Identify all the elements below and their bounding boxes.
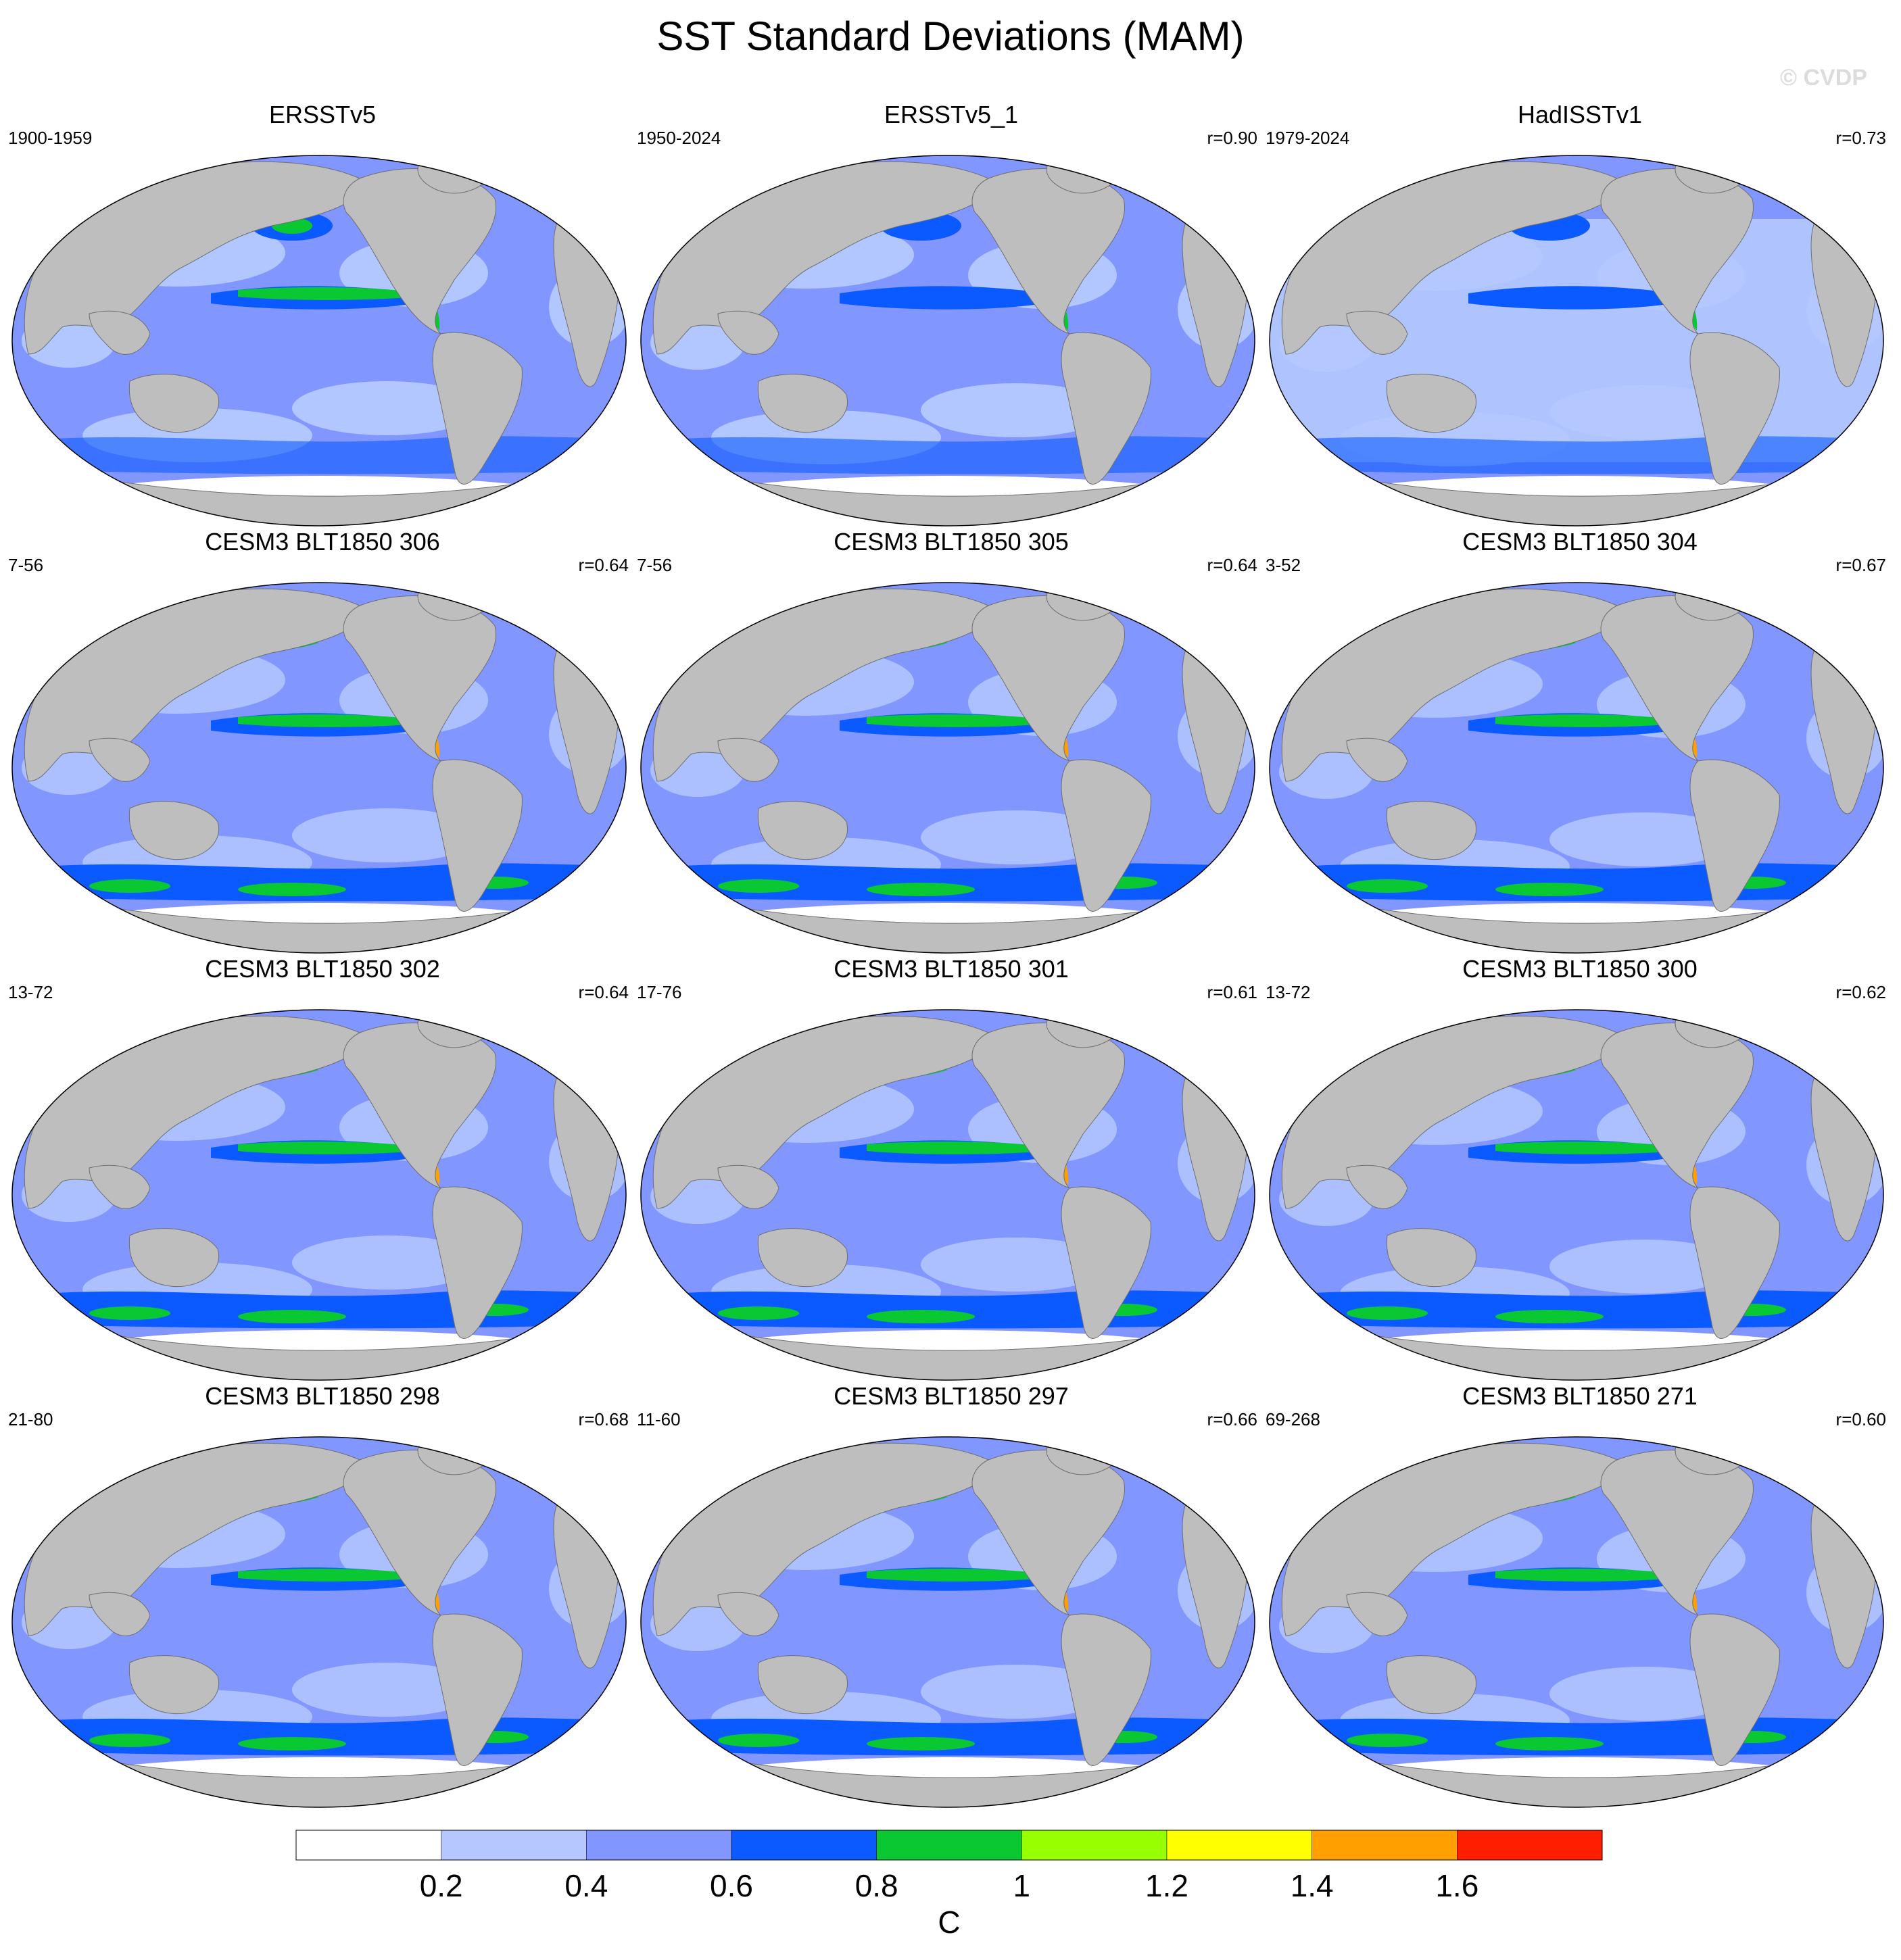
panel-years: 1979-2024 [1266,128,1350,148]
panel-correlation: r=0.60 [1835,1409,1886,1429]
colorbar-tick-label: 0.8 [855,1868,898,1903]
map-panel: HadISSTv1 1979-2024 r=0.73 [1266,100,1894,526]
colorbar-tick-label: 1.2 [1145,1868,1188,1903]
colorbar-tick-label: 1.4 [1291,1868,1334,1903]
colorbar-swatch [731,1830,877,1861]
colorbar-tick-label: 1 [1013,1868,1031,1903]
panel-title: ERSSTv5_1 [884,101,1019,128]
panel-years: 69-268 [1266,1409,1320,1429]
panel-title: CESM3 BLT1850 271 [1462,1382,1698,1410]
panel-years: 11-60 [637,1409,681,1429]
map-panel: ERSSTv5_1 1950-2024 r=0.90 [637,100,1266,526]
panel-title: CESM3 BLT1850 302 [205,955,440,983]
colorbar-swatch [876,1830,1022,1861]
panel-correlation: r=0.66 [1207,1409,1257,1429]
colorbar-swatch [441,1830,587,1861]
colorbar-unit: C [938,1905,960,1940]
robinson-map [1269,582,1884,954]
colorbar-tick-label: 0.4 [564,1868,608,1903]
panel-years: 7-56 [637,555,673,575]
robinson-map [1269,1436,1884,1808]
robinson-map [11,1009,627,1381]
map-panel: CESM3 BLT1850 306 7-56 r=0.64 [8,527,637,954]
panel-years: 1900-1959 [8,128,93,148]
panel-title: CESM3 BLT1850 305 [834,528,1069,556]
robinson-map [11,1436,627,1808]
panel-correlation: r=0.67 [1835,555,1886,575]
panel-correlation: r=0.73 [1835,128,1886,148]
colorbar-tick-label: 0.2 [420,1868,463,1903]
panel-title: CESM3 BLT1850 304 [1462,528,1698,556]
robinson-map [640,155,1255,526]
panel-title: CESM3 BLT1850 300 [1462,955,1698,983]
colorbar-swatch [295,1830,441,1861]
panel-title: HadISSTv1 [1517,101,1643,128]
map-panel: CESM3 BLT1850 301 17-76 r=0.61 [637,954,1266,1381]
panel-title: CESM3 BLT1850 301 [834,955,1069,983]
panel-correlation: r=0.64 [1207,555,1257,575]
robinson-map [11,582,627,954]
panel-correlation: r=0.62 [1835,982,1886,1002]
map-panel: CESM3 BLT1850 300 13-72 r=0.62 [1266,954,1894,1381]
map-panel: CESM3 BLT1850 305 7-56 r=0.64 [637,527,1266,954]
panel-years: 1950-2024 [637,128,721,148]
robinson-map [640,582,1255,954]
colorbar-swatch [1312,1830,1458,1861]
colorbar-swatch [1457,1830,1603,1861]
panel-correlation: r=0.64 [578,555,629,575]
panel-years: 21-80 [8,1409,53,1429]
panel-title: CESM3 BLT1850 298 [205,1382,440,1410]
colorbar-swatch [1166,1830,1312,1861]
map-panel: ERSSTv5 1900-1959 [8,100,637,526]
robinson-map [640,1436,1255,1808]
colorbar-swatch [586,1830,732,1861]
watermark: © CVDP [1780,65,1867,91]
map-panel: CESM3 BLT1850 304 3-52 r=0.67 [1266,527,1894,954]
robinson-map [640,1009,1255,1381]
panel-years: 7-56 [8,555,44,575]
map-panel: CESM3 BLT1850 298 21-80 r=0.68 [8,1381,637,1808]
map-panel: CESM3 BLT1850 297 11-60 r=0.66 [637,1381,1266,1808]
panel-title: CESM3 BLT1850 306 [205,528,440,556]
map-panel: CESM3 BLT1850 302 13-72 r=0.64 [8,954,637,1381]
robinson-map [11,155,627,526]
colorbar-tick-label: 0.6 [710,1868,753,1903]
panel-title: ERSSTv5 [268,101,377,128]
panel-correlation: r=0.61 [1207,982,1257,1002]
panel-years: 17-76 [637,982,682,1002]
panel-years: 13-72 [1266,982,1311,1002]
panel-correlation: r=0.68 [578,1409,629,1429]
panel-title: CESM3 BLT1850 297 [834,1382,1069,1410]
panel-correlation: r=0.64 [578,982,629,1002]
panel-years: 13-72 [8,982,53,1002]
page-title: SST Standard Deviations (MAM) [656,14,1245,59]
panel-correlation: r=0.90 [1207,128,1257,148]
robinson-map [1269,1009,1884,1381]
colorbar-tick-label: 1.6 [1435,1868,1478,1903]
panel-years: 3-52 [1266,555,1301,575]
map-panel: CESM3 BLT1850 271 69-268 r=0.60 [1266,1381,1894,1808]
colorbar-swatch [1021,1830,1168,1861]
robinson-map [1269,155,1884,526]
